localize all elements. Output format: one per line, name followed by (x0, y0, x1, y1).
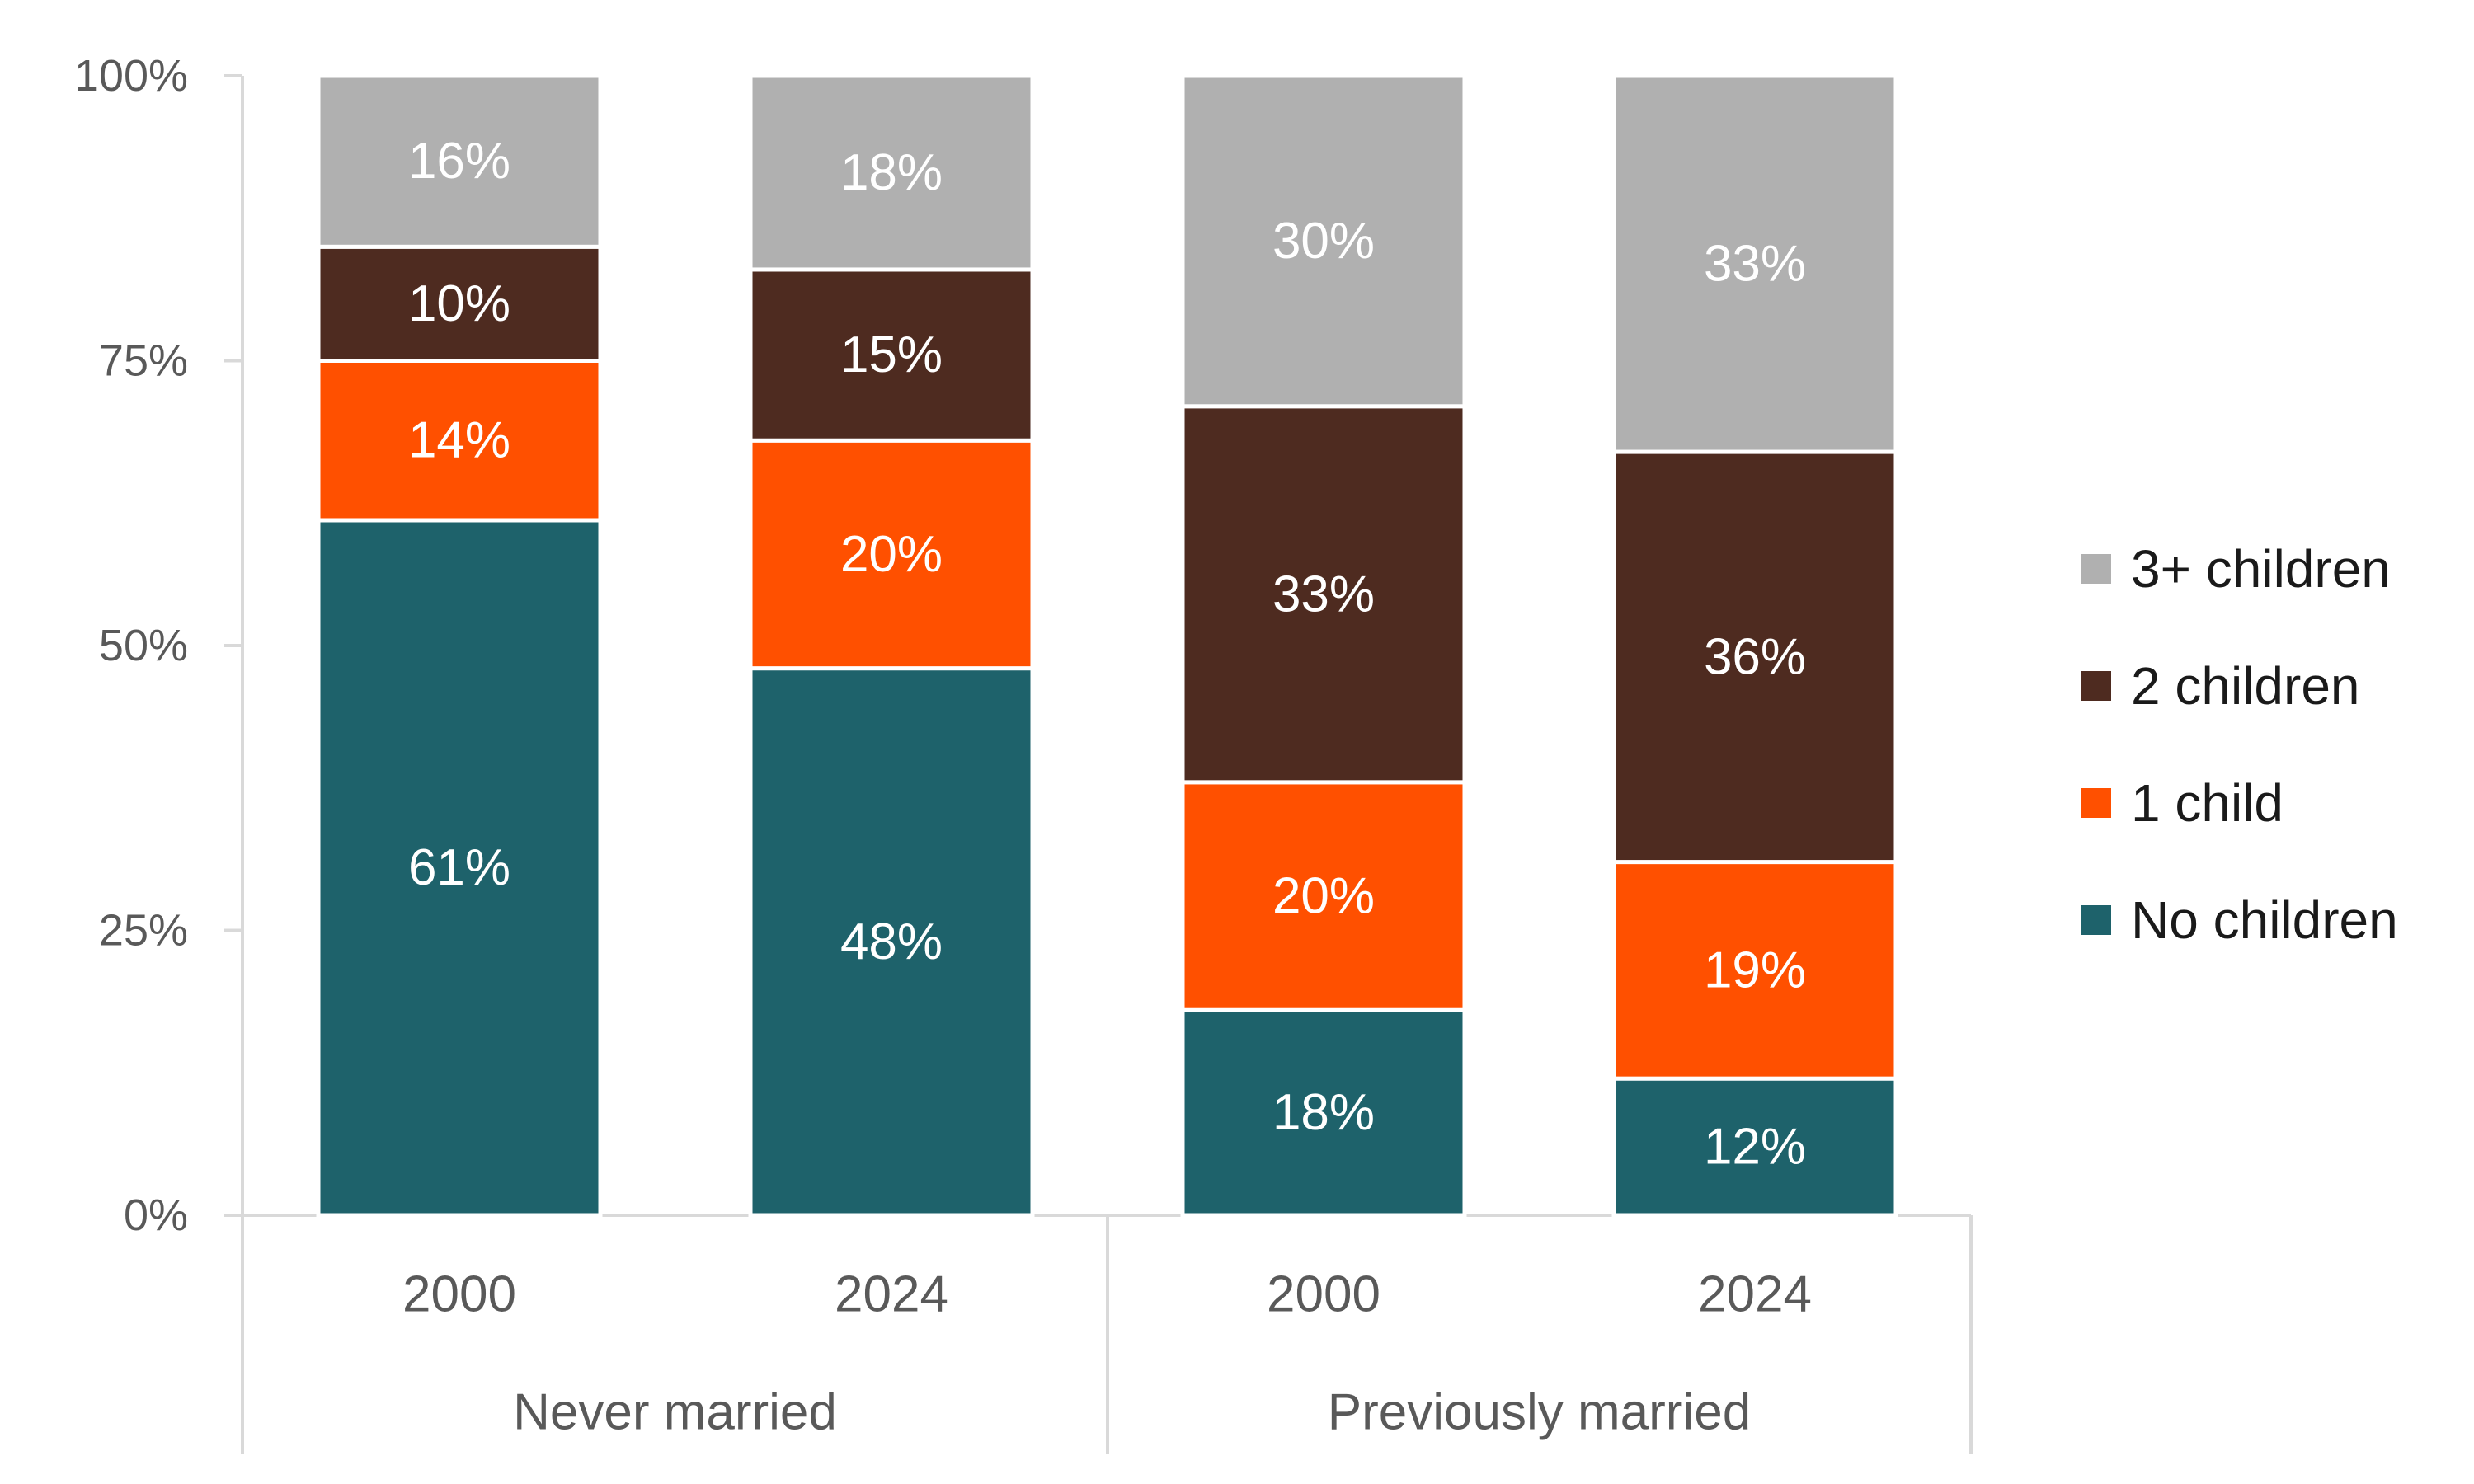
bar-segment-2-children (316, 244, 603, 363)
x-category-label: 2024 (1698, 1266, 1812, 1323)
data-label: 12% (1704, 1119, 1806, 1176)
data-label: 30% (1272, 213, 1375, 270)
bar-segment-no-children (1611, 1076, 1898, 1218)
data-label: 48% (840, 913, 943, 970)
legend-swatch (2081, 554, 2111, 584)
bar-segment-3-children (1611, 73, 1898, 454)
bar-segment-1-child (316, 359, 603, 523)
legend-swatch (2081, 788, 2111, 818)
bar-segment-3-children (1180, 73, 1467, 409)
data-label: 20% (840, 526, 943, 583)
bar-segment-1-child (748, 438, 1035, 671)
data-label: 19% (1704, 942, 1806, 998)
bar-segment-2-children (1180, 404, 1467, 785)
bar-segment-3-children (316, 73, 603, 249)
y-tick-label: 50% (99, 621, 188, 670)
bar-segment-no-children (748, 666, 1035, 1218)
data-label: 33% (1704, 236, 1806, 293)
data-label: 36% (1704, 628, 1806, 685)
bar-segment-2-children (748, 267, 1035, 443)
bar-segment-3-children (748, 73, 1035, 272)
data-label: 61% (408, 839, 510, 896)
group-label: Never married (513, 1384, 837, 1441)
bar-segment-no-children (1180, 1007, 1467, 1218)
x-category-label: 2000 (1267, 1266, 1380, 1323)
group-label: Previously married (1328, 1384, 1751, 1441)
x-category-label: 2000 (402, 1266, 516, 1323)
y-tick-label: 25% (99, 906, 188, 956)
data-label: 10% (408, 275, 510, 332)
bar-segment-1-child (1180, 780, 1467, 1012)
data-label: 16% (408, 133, 510, 190)
legend-label: No children (2131, 890, 2398, 950)
legend-label: 2 children (2131, 656, 2360, 716)
data-label: 14% (408, 412, 510, 469)
data-label: 18% (1272, 1084, 1375, 1141)
data-label: 33% (1272, 566, 1375, 622)
data-label: 15% (840, 326, 943, 383)
legend-label: 3+ children (2131, 539, 2391, 599)
legend-label: 1 child (2131, 773, 2284, 833)
legend-swatch (2081, 905, 2111, 935)
y-tick-label: 100% (74, 51, 188, 101)
data-label: 20% (1272, 868, 1375, 925)
y-tick-label: 75% (99, 336, 188, 386)
data-label: 18% (840, 144, 943, 201)
legend-swatch (2081, 671, 2111, 701)
x-category-label: 2024 (835, 1266, 948, 1323)
y-tick-label: 0% (124, 1190, 188, 1240)
